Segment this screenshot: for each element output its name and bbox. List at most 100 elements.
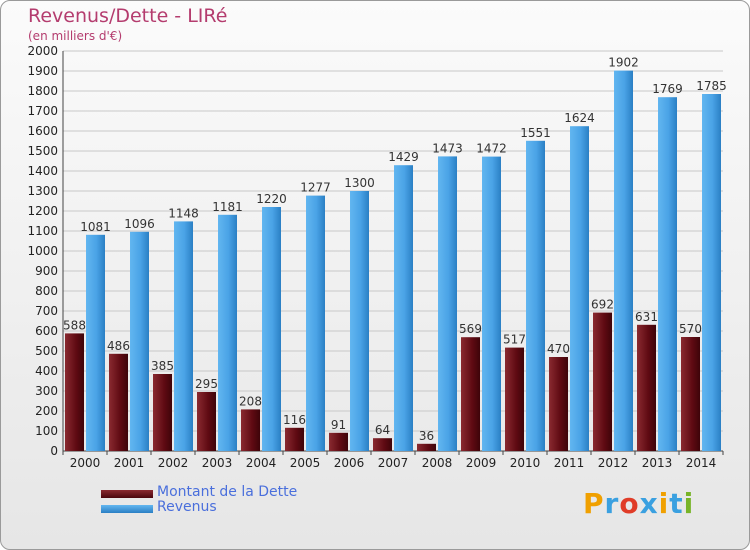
proxiti-logo: Proxiti — [583, 487, 694, 520]
bar-debt — [329, 432, 348, 451]
value-label-revenue: 1277 — [300, 181, 331, 195]
value-label-debt: 588 — [63, 318, 86, 332]
y-tick-label: 1800 — [27, 84, 58, 98]
bar-revenue — [526, 140, 545, 452]
bar-revenue — [570, 126, 589, 451]
legend-swatch-debt — [101, 490, 153, 498]
bar-revenue — [702, 94, 721, 451]
y-tick-label: 1000 — [27, 244, 58, 258]
value-label-debt: 116 — [283, 413, 306, 427]
bar-debt — [637, 324, 656, 451]
y-tick-label: 200 — [35, 404, 58, 418]
logo-letter: i — [683, 487, 695, 520]
value-label-debt: 692 — [591, 298, 614, 312]
bar-debt — [65, 333, 84, 451]
logo-letter: x — [639, 487, 659, 520]
value-label-revenue: 1473 — [432, 141, 463, 155]
value-label-debt: 385 — [151, 359, 174, 373]
bar-revenue — [614, 70, 633, 451]
y-tick-label: 400 — [35, 364, 58, 378]
logo-letter: t — [669, 487, 684, 520]
bar-revenue — [174, 221, 193, 451]
bar-debt — [681, 337, 700, 451]
legend-label-revenue: Revenus — [157, 499, 217, 515]
value-label-revenue: 1785 — [696, 79, 727, 93]
y-tick-label: 1400 — [27, 164, 58, 178]
bar-revenue — [130, 231, 149, 451]
chart-subtitle: (en milliers d'€) — [28, 29, 123, 43]
y-tick-label: 1900 — [27, 64, 58, 78]
value-label-revenue: 1472 — [476, 142, 507, 156]
bar-debt — [593, 312, 612, 451]
x-tick-label: 2001 — [114, 456, 145, 470]
value-label-revenue: 1769 — [652, 82, 683, 96]
y-tick-label: 1100 — [27, 224, 58, 238]
value-label-debt: 208 — [239, 394, 262, 408]
y-tick-label: 0 — [50, 444, 58, 458]
x-tick-label: 2012 — [598, 456, 629, 470]
x-tick-label: 2005 — [290, 456, 321, 470]
value-label-revenue: 1148 — [168, 206, 199, 220]
y-tick-label: 1600 — [27, 124, 58, 138]
x-tick-label: 2009 — [466, 456, 497, 470]
bar-debt — [197, 392, 216, 451]
x-tick-label: 2006 — [334, 456, 365, 470]
value-label-debt: 517 — [503, 333, 526, 347]
value-label-debt: 36 — [419, 429, 434, 443]
value-label-revenue: 1096 — [124, 217, 155, 231]
bar-revenue — [86, 234, 105, 451]
x-tick-label: 2004 — [246, 456, 277, 470]
bar-revenue — [438, 156, 457, 451]
legend-label-debt: Montant de la Dette — [157, 484, 298, 500]
value-label-debt: 470 — [547, 342, 570, 356]
x-tick-label: 2014 — [686, 456, 717, 470]
legend-swatch-revenue — [101, 505, 153, 513]
bar-revenue — [218, 214, 237, 451]
x-tick-label: 2008 — [422, 456, 453, 470]
chart-title: Revenus/Dette - LIRé — [28, 5, 228, 27]
bar-debt — [285, 427, 304, 451]
y-tick-label: 1200 — [27, 204, 58, 218]
y-tick-label: 600 — [35, 324, 58, 338]
y-tick-label: 500 — [35, 344, 58, 358]
bar-debt — [549, 357, 568, 451]
y-tick-label: 800 — [35, 284, 58, 298]
bar-revenue — [658, 97, 677, 451]
y-tick-label: 100 — [35, 424, 58, 438]
value-label-revenue: 1551 — [520, 126, 551, 140]
y-tick-label: 1700 — [27, 104, 58, 118]
value-label-revenue: 1300 — [344, 176, 375, 190]
value-label-debt: 570 — [679, 322, 702, 336]
value-label-debt: 295 — [195, 377, 218, 391]
bar-debt — [153, 374, 172, 451]
y-tick-label: 900 — [35, 264, 58, 278]
y-tick-label: 700 — [35, 304, 58, 318]
y-tick-label: 2000 — [27, 44, 58, 58]
bar-revenue — [350, 191, 369, 451]
logo-letter: P — [583, 487, 605, 520]
x-tick-label: 2002 — [158, 456, 189, 470]
x-tick-label: 2007 — [378, 456, 409, 470]
value-label-revenue: 1220 — [256, 192, 287, 206]
bar-debt — [417, 443, 436, 451]
bar-debt — [373, 438, 392, 451]
value-label-debt: 631 — [635, 310, 658, 324]
bar-revenue — [482, 156, 501, 451]
bar-revenue — [262, 207, 281, 451]
value-label-revenue: 1181 — [212, 200, 243, 214]
x-tick-label: 2000 — [70, 456, 101, 470]
value-label-debt: 486 — [107, 339, 130, 353]
logo-letter: o — [619, 487, 640, 520]
x-tick-label: 2013 — [642, 456, 673, 470]
bar-debt — [109, 353, 128, 451]
bar-debt — [241, 409, 260, 451]
value-label-revenue: 1429 — [388, 150, 419, 164]
bar-revenue — [394, 165, 413, 451]
y-tick-label: 300 — [35, 384, 58, 398]
y-tick-label: 1300 — [27, 184, 58, 198]
logo-letter: i — [658, 487, 670, 520]
bar-debt — [461, 337, 480, 451]
value-label-revenue: 1081 — [80, 220, 111, 234]
bar-revenue — [306, 195, 325, 451]
